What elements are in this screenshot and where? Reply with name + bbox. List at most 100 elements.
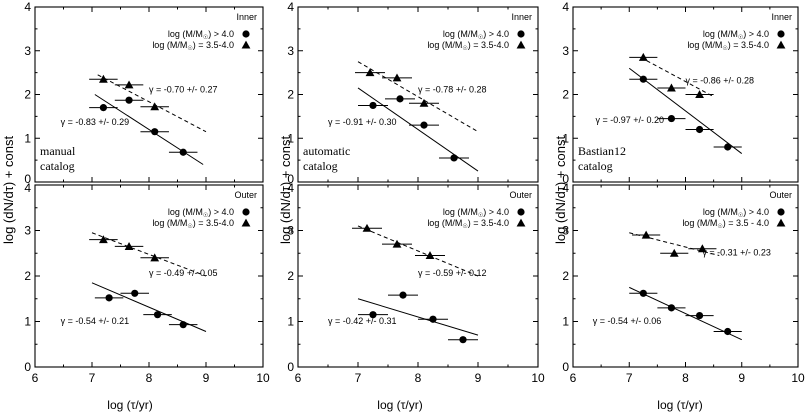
data-point-circle xyxy=(179,321,187,329)
x-tick-label: 8 xyxy=(415,371,422,385)
gamma-annotation: γ = -0.59 +/- 0.12 xyxy=(418,268,487,278)
data-point-circle xyxy=(399,291,407,299)
legend-marker xyxy=(777,208,785,216)
data-point-circle xyxy=(420,121,428,129)
data-point-triangle xyxy=(638,52,648,61)
y-tick-label: 0 xyxy=(287,172,294,186)
y-axis-label-1: log (dN/dτ) + const xyxy=(278,136,293,244)
x-tick-label: 8 xyxy=(146,371,153,385)
legend-marker xyxy=(777,30,785,38)
gamma-annotation: γ = -0.54 +/- 0.06 xyxy=(593,316,662,326)
catalog-label: Bastian12 xyxy=(578,144,626,158)
x-tick-label: 7 xyxy=(626,371,633,385)
y-tick-label: 3 xyxy=(24,224,31,238)
data-point-circle xyxy=(450,154,458,162)
y-axis-label-2: log (dN/dτ) + const xyxy=(553,136,568,244)
data-point-circle xyxy=(724,327,732,336)
legend-marker xyxy=(776,40,786,49)
legend-entry: log (M/M☉) > 4.0 xyxy=(703,207,769,219)
catalog-label: automatic xyxy=(303,144,350,158)
gamma-annotation: γ = -0.97 +/- 0.20 xyxy=(596,115,665,125)
x-tick-label: 9 xyxy=(738,371,745,385)
data-point-triangle xyxy=(641,230,651,239)
y-tick-label: 0 xyxy=(562,360,569,374)
region-label: Inner xyxy=(511,12,532,22)
y-tick-label: 2 xyxy=(287,88,294,102)
data-point-circle xyxy=(667,304,676,312)
fit-line-solid xyxy=(357,298,479,336)
data-point-circle xyxy=(695,311,704,320)
catalog-label: catalog xyxy=(578,159,613,173)
y-tick-label: 2 xyxy=(562,269,569,283)
fit-line-dashed xyxy=(91,232,207,277)
y-tick-label: 3 xyxy=(562,224,569,238)
legend-marker xyxy=(516,40,526,49)
data-point-circle xyxy=(179,148,187,156)
region-label: Inner xyxy=(771,12,792,22)
y-tick-label: 2 xyxy=(24,269,31,283)
legend-marker xyxy=(242,30,250,38)
y-tick-label: 3 xyxy=(287,224,294,238)
y-tick-label: 3 xyxy=(24,44,31,58)
legend-entry: log (M/M☉) = 3.5-4.0 xyxy=(152,218,234,230)
y-tick-label: 4 xyxy=(287,0,294,14)
y-tick-label: 2 xyxy=(24,88,31,102)
fit-line-solid xyxy=(94,94,204,165)
y-tick-label: 2 xyxy=(562,88,569,102)
x-tick-label: 7 xyxy=(89,371,96,385)
legend-entry: log (M/M☉) = 3.5-4.0 xyxy=(687,40,769,52)
legend-entry: log (M/M☉) = 3.5-4.0 xyxy=(152,40,234,52)
fit-line-solid xyxy=(357,87,479,172)
data-point-triangle xyxy=(697,244,707,253)
legend-marker xyxy=(242,208,250,216)
legend-entry: log (M/M☉) = 3.5-4.0 xyxy=(427,40,509,52)
y-tick-label: 4 xyxy=(287,181,294,195)
data-point-circle xyxy=(369,311,377,319)
legend-marker xyxy=(517,30,525,38)
x-tick-label: 7 xyxy=(355,371,362,385)
legend-entry: log (M/M☉) > 4.0 xyxy=(443,207,509,219)
legend-entry: log (M/M☉) = 3.5 - 4.0 xyxy=(682,218,769,230)
data-point-circle xyxy=(639,289,647,297)
legend-entry: log (M/M☉) > 4.0 xyxy=(443,29,509,41)
fit-line-solid xyxy=(91,282,207,332)
x-axis-label-0: log (τ/yr) xyxy=(107,398,152,412)
data-point-circle xyxy=(151,128,159,136)
legend-entry: log (M/M☉) = 3.5-4.0 xyxy=(427,218,509,230)
y-tick-label: 1 xyxy=(287,131,294,145)
x-tick-label: 6 xyxy=(32,371,39,385)
gamma-annotation: γ = -0.91 +/- 0.30 xyxy=(328,117,397,127)
fit-line-dashed xyxy=(357,61,479,133)
x-axis-label-1: log (τ/yr) xyxy=(377,398,422,412)
x-tick-label: 9 xyxy=(203,371,210,385)
data-point-circle xyxy=(153,311,162,319)
data-point-triangle xyxy=(365,68,375,77)
data-point-triangle xyxy=(99,74,108,83)
data-point-circle xyxy=(369,101,377,110)
y-tick-label: 4 xyxy=(24,181,31,195)
y-tick-label: 0 xyxy=(562,172,569,186)
x-tick-label: 8 xyxy=(682,371,689,385)
legend-marker xyxy=(241,218,251,227)
fit-line-dashed xyxy=(97,74,207,133)
gamma-annotation: γ = -0.86 +/- 0.28 xyxy=(686,76,755,86)
y-tick-label: 0 xyxy=(24,172,31,186)
fit-line-solid xyxy=(629,286,742,341)
data-point-triangle xyxy=(362,223,372,232)
catalog-label: catalog xyxy=(40,159,75,173)
legend-marker xyxy=(241,40,251,49)
y-tick-label: 3 xyxy=(562,44,569,58)
legend-marker xyxy=(517,208,525,216)
data-point-circle xyxy=(99,104,107,112)
gamma-annotation: γ = -0.31 +/- 0.23 xyxy=(702,248,771,258)
data-point-circle xyxy=(125,96,133,104)
data-point-circle xyxy=(639,75,647,83)
y-tick-label: 4 xyxy=(562,0,569,14)
data-point-circle xyxy=(429,315,437,323)
region-label: Outer xyxy=(509,190,532,200)
data-point-triangle xyxy=(150,253,160,262)
